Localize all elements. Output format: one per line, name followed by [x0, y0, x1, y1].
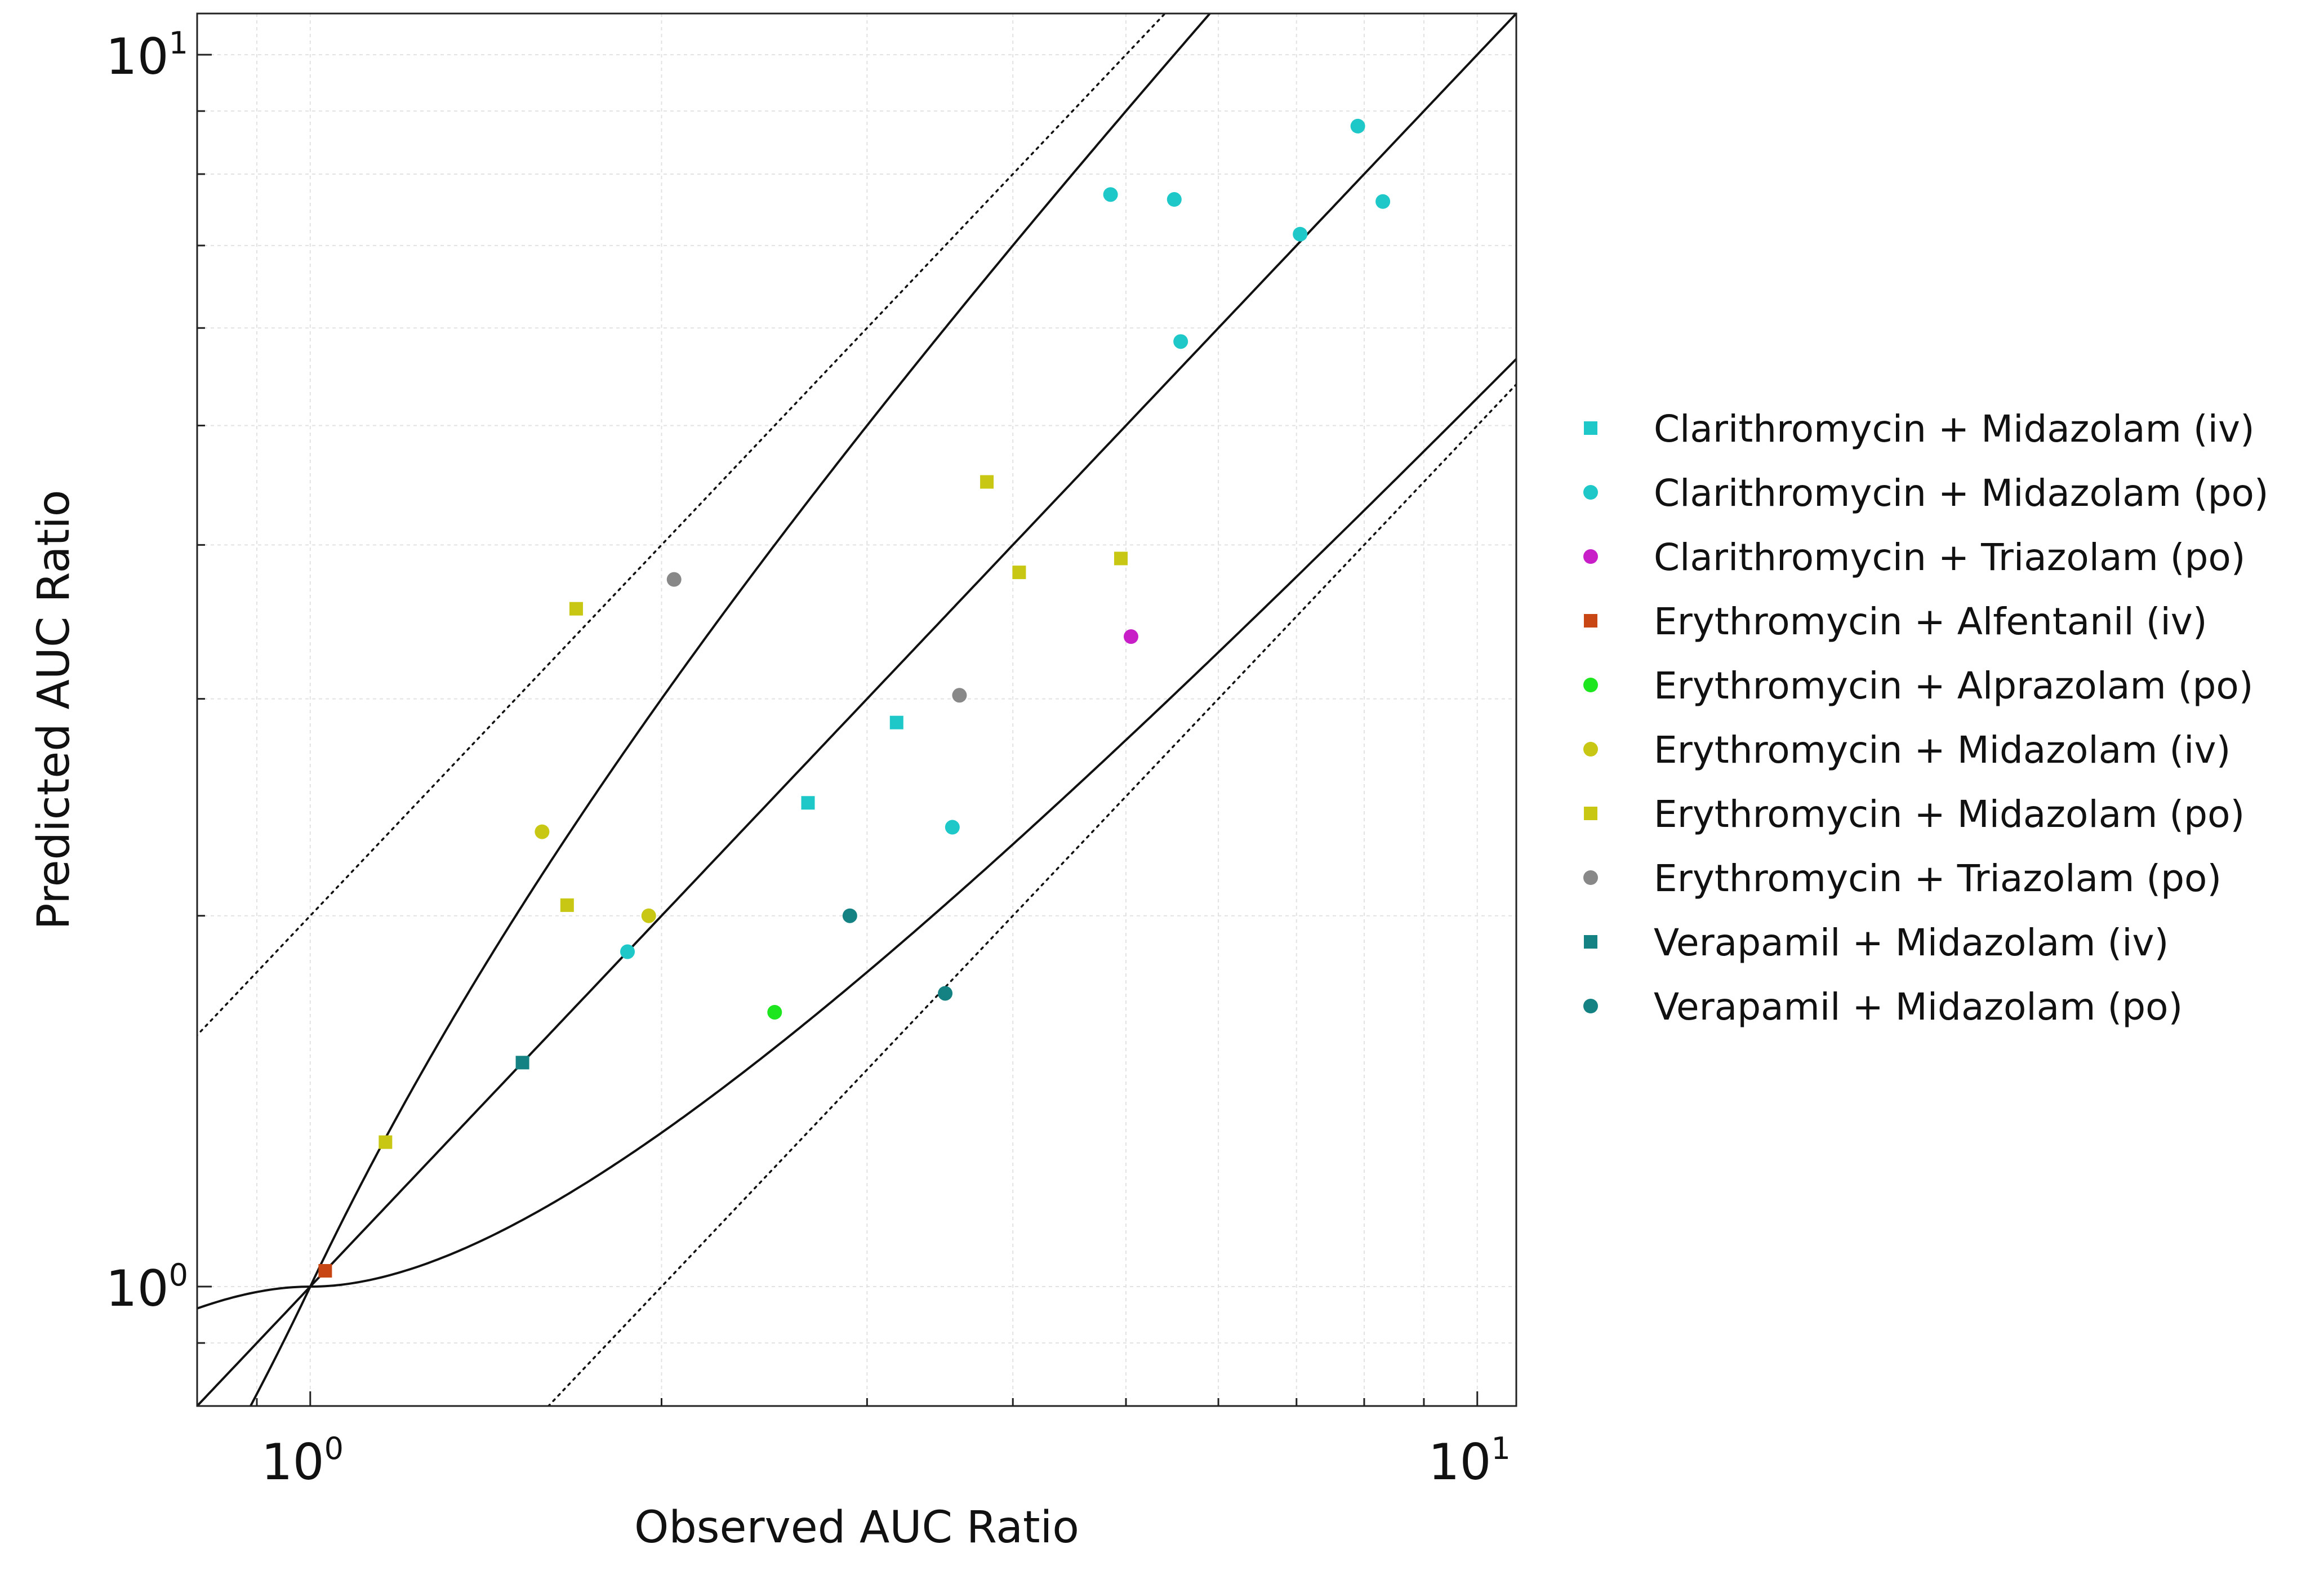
data-point: [952, 688, 967, 703]
y-tick-label: 100: [106, 1257, 188, 1318]
legend-label: Clarithromycin + Triazolam (po): [1654, 536, 2246, 579]
legend-item: Verapamil + Midazolam (iv): [1584, 921, 2169, 964]
data-point: [1012, 566, 1026, 580]
legend-marker: [1583, 678, 1598, 692]
x-tick-label: 100: [261, 1431, 344, 1491]
tick-labels: 100 101 100 101: [106, 25, 1511, 1491]
data-point: [1293, 226, 1308, 242]
reference-line-guest-upper: [249, 14, 1212, 1406]
legend-label: Clarithromycin + Midazolam (po): [1654, 471, 2269, 515]
legend-marker: [1583, 999, 1598, 1013]
y-axis-title: Predicted AUC Ratio: [29, 490, 79, 930]
legend-item: Erythromycin + Alprazolam (po): [1583, 664, 2254, 708]
data-point: [569, 602, 583, 616]
legend-label: Erythromycin + Triazolam (po): [1654, 857, 2221, 900]
legend-item: Clarithromycin + Midazolam (iv): [1584, 407, 2255, 451]
y-tick-label: 101: [106, 25, 188, 86]
data-point: [641, 908, 656, 923]
legend: Clarithromycin + Midazolam (iv) Clarithro…: [1583, 407, 2269, 1029]
data-point: [1114, 551, 1128, 566]
legend-marker: [1583, 485, 1598, 500]
data-point: [767, 1004, 782, 1020]
data-point: [1350, 118, 1365, 134]
data-point: [666, 572, 682, 587]
data-point: [945, 820, 960, 835]
data-point: [620, 944, 635, 959]
data-point: [1167, 192, 1182, 207]
legend-label: Verapamil + Midazolam (po): [1654, 985, 2183, 1029]
legend-label: Erythromycin + Midazolam (iv): [1654, 728, 2230, 772]
legend-label: Erythromycin + Midazolam (po): [1654, 793, 2245, 836]
data-point: [515, 1056, 529, 1070]
legend-marker: [1583, 870, 1598, 885]
axis-ticks: [196, 54, 1479, 1407]
data-point: [1375, 194, 1391, 209]
plot-frame: [196, 12, 1517, 1407]
x-tick-label: 101: [1428, 1431, 1511, 1491]
legend-item: Erythromycin + Midazolam (po): [1584, 793, 2245, 836]
legend-marker: [1584, 807, 1597, 820]
legend-item: Clarithromycin + Triazolam (po): [1583, 536, 2246, 579]
legend-label: Erythromycin + Alfentanil (iv): [1654, 600, 2207, 643]
data-point: [535, 824, 550, 839]
x-axis-title: Observed AUC Ratio: [634, 1502, 1079, 1553]
data-point: [1123, 629, 1138, 644]
data-point: [1103, 187, 1118, 202]
reference-line-two-fold-lower: [547, 382, 1516, 1406]
legend-item: Erythromycin + Midazolam (iv): [1583, 728, 2230, 772]
data-points: [318, 118, 1391, 1278]
reference-line-guest-lower: [197, 357, 1516, 1310]
data-point: [980, 475, 994, 489]
data-point: [1173, 334, 1188, 349]
data-point: [842, 908, 857, 923]
legend-marker: [1583, 549, 1598, 564]
legend-item: Clarithromycin + Midazolam (po): [1583, 471, 2269, 515]
data-point: [379, 1135, 393, 1149]
reference-line-two-fold-upper: [197, 14, 1167, 1037]
data-point: [801, 796, 815, 810]
legend-item: Erythromycin + Alfentanil (iv): [1584, 600, 2207, 643]
legend-marker: [1584, 614, 1597, 628]
legend-item: Erythromycin + Triazolam (po): [1583, 857, 2221, 900]
data-point: [318, 1263, 332, 1278]
legend-marker: [1583, 742, 1598, 757]
legend-marker: [1584, 421, 1597, 435]
data-point: [560, 898, 574, 912]
legend-label: Clarithromycin + Midazolam (iv): [1654, 407, 2255, 451]
data-point: [938, 986, 953, 1001]
legend-item: Verapamil + Midazolam (po): [1583, 985, 2183, 1029]
data-point: [889, 715, 903, 729]
legend-label: Verapamil + Midazolam (iv): [1654, 921, 2169, 964]
legend-marker: [1584, 935, 1597, 949]
legend-label: Erythromycin + Alprazolam (po): [1654, 664, 2254, 708]
